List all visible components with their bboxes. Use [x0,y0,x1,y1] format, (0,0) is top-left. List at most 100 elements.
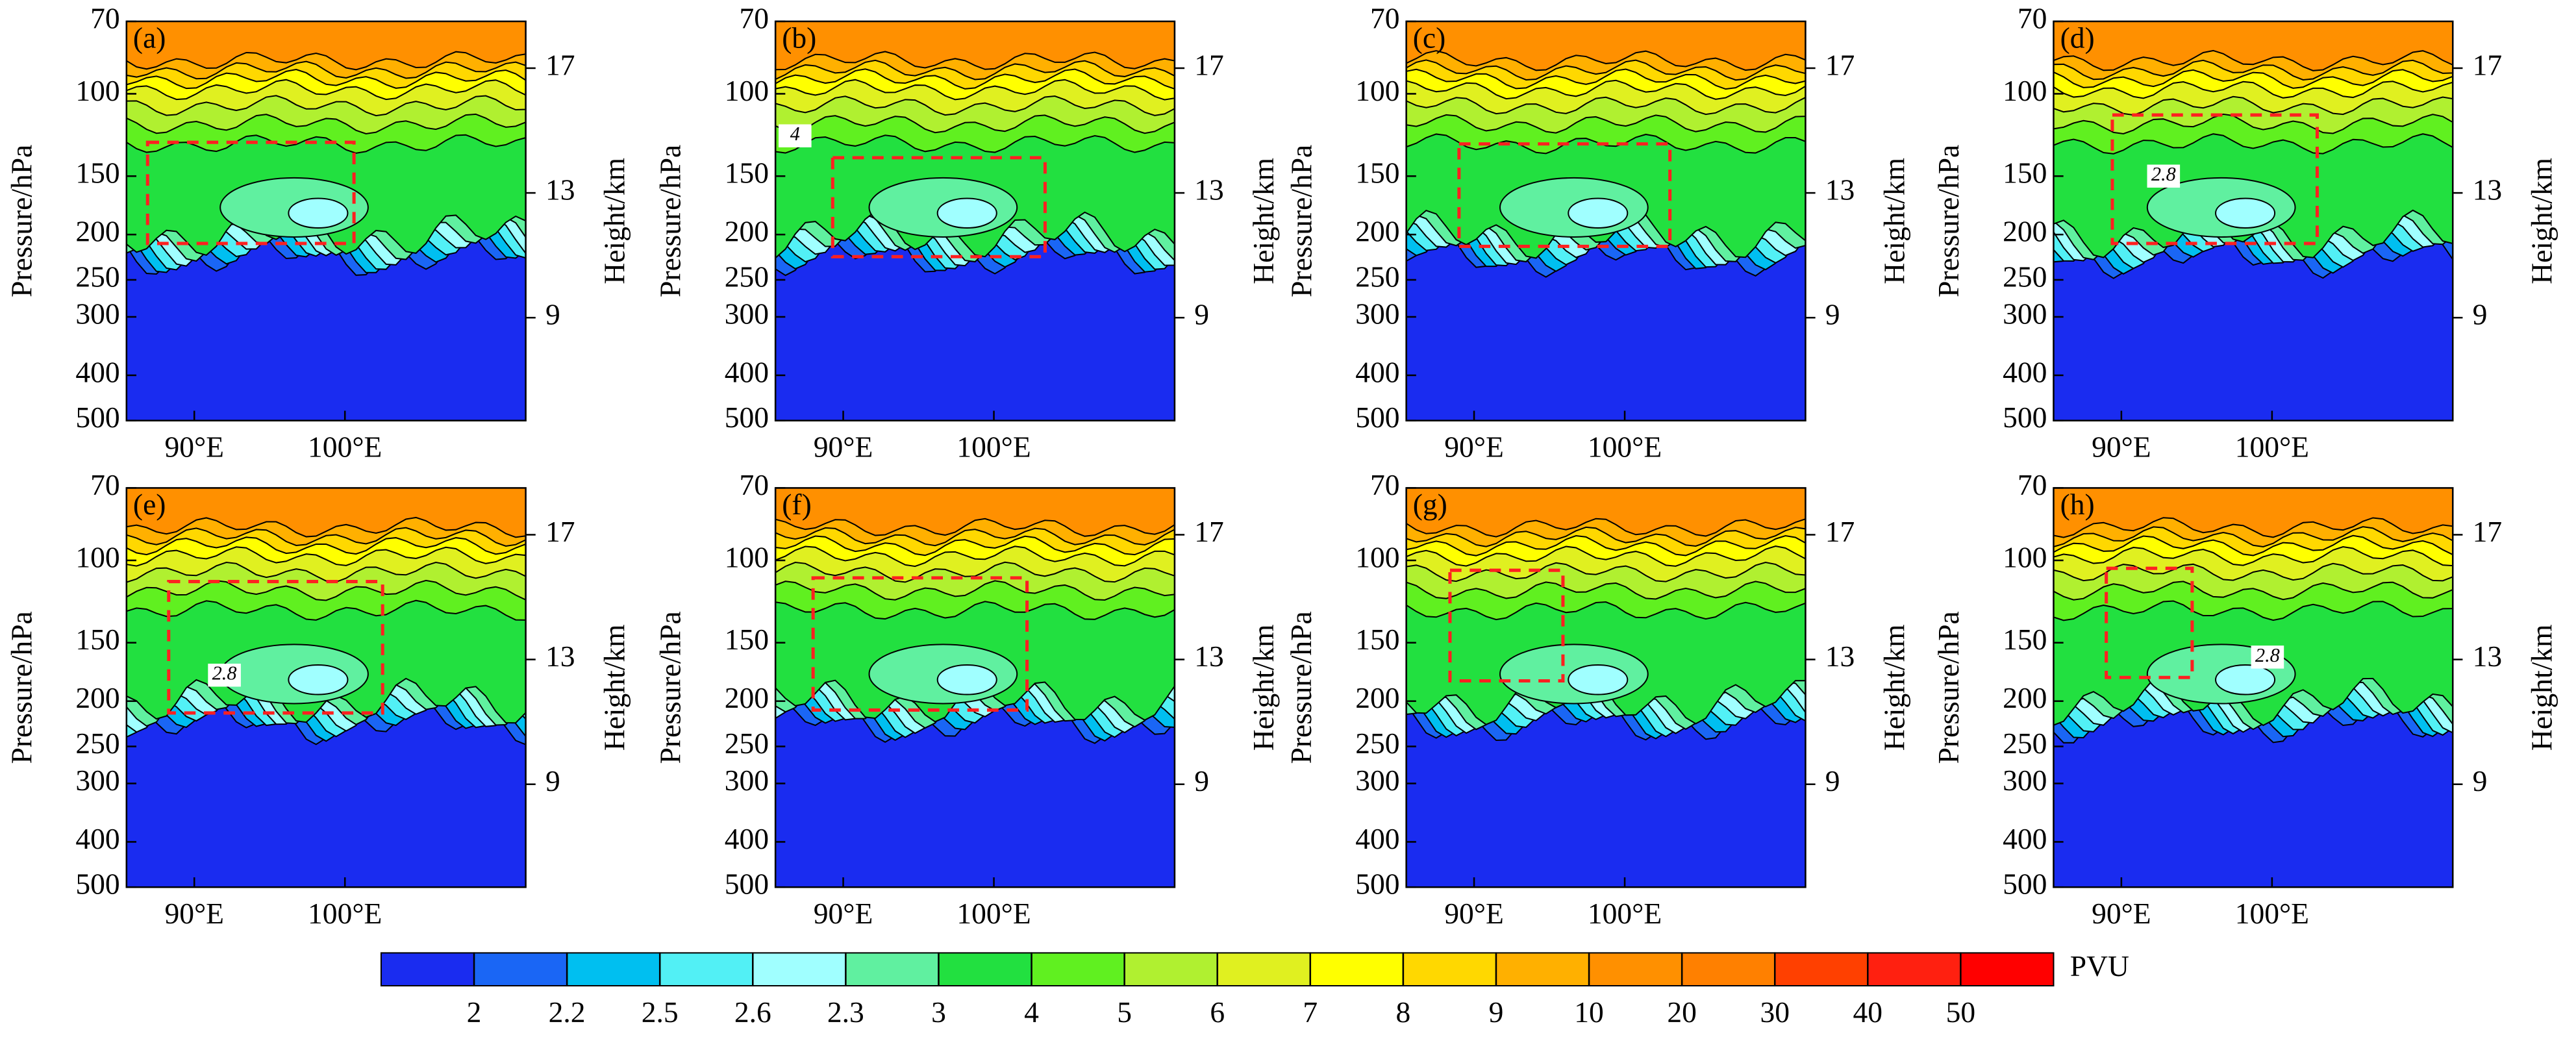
y2-tick-label: 13 [1825,173,1855,207]
contour-band [1406,488,1806,538]
y-axis-title: Pressure/hPa [654,611,687,764]
color-box [659,952,754,987]
annotation-bg [208,664,241,687]
colorbar-label: 7 [1303,995,1318,1029]
color-box [1309,952,1404,987]
y2-tick-label: 9 [1825,298,1840,331]
color-box [1031,952,1125,987]
panel: (c) 70 100 150 200 250 300 400 500 17 13 9 90°E 100°E… [1284,1,1910,463]
y-tick-label: 100 [1355,540,1399,573]
y-tick-label: 70 [90,1,120,34]
y-axis-title: Pressure/hPa [654,145,687,297]
contour-cell [936,664,997,695]
y-tick-label: 250 [75,727,119,760]
y-tick-label: 70 [1370,468,1400,501]
colorbar-label: 8 [1395,995,1410,1029]
highlight-box [2105,566,2194,679]
color-box [845,952,940,987]
panel: 2.8 (e) 70 100 150 200 250 300 400 500 17 13 9 90°E 10… [5,468,631,930]
colorbar-label: 2.6 [734,995,771,1029]
y2-tick-label: 9 [545,298,560,331]
panel-label: (b) [782,21,816,55]
y2-axis-title: Height/km [1878,624,1911,751]
contour-fill [2053,488,2453,888]
y-tick-label: 500 [2003,401,2047,434]
contour-cell [936,197,997,229]
colorbar-label: 2 [467,995,482,1029]
color-box [1774,952,1869,987]
y-tick-label: 100 [725,540,769,573]
y-tick-label: 400 [75,822,119,855]
y2-tick-label: 17 [545,515,575,548]
y-tick-label: 250 [725,260,769,293]
plot-frame [2053,487,2454,888]
contour-cell [2215,664,2276,695]
plot-frame [774,20,1176,421]
x-tick-label: 90°E [164,897,224,930]
color-box [938,952,1032,987]
plot-frame [774,487,1176,888]
x-tick-label: 90°E [1444,431,1504,464]
y-tick-label: 70 [740,1,769,34]
contour-band [126,21,526,71]
color-box [380,952,475,987]
x-tick-label: 90°E [2092,897,2151,930]
contour-band [2053,21,2453,71]
y-tick-label: 200 [2003,681,2047,714]
colorbar-label: 2.5 [642,995,679,1029]
y-tick-label: 200 [75,681,119,714]
y2-tick-label: 13 [2473,640,2503,673]
panel-label: (f) [782,488,811,521]
y-tick-label: 200 [725,681,769,714]
y2-axis-title: Height/km [598,624,631,751]
contour-fill [126,488,526,888]
y-tick-label: 400 [1355,355,1399,388]
y2-tick-label: 13 [1194,640,1224,673]
y-tick-label: 200 [75,215,119,248]
color-box [1588,952,1683,987]
y-tick-label: 200 [1355,681,1399,714]
x-tick-label: 100°E [2235,431,2309,464]
y2-tick-label: 9 [2473,298,2488,331]
colorbar-label: 10 [1574,995,1604,1029]
y-tick-label: 150 [2003,156,2047,190]
colorbar-label: 2.2 [549,995,586,1029]
y-tick-label: 400 [1355,822,1399,855]
y2-axis-title: Height/km [1247,624,1280,751]
y-tick-label: 250 [1355,727,1399,760]
colorbar-label: 6 [1210,995,1225,1029]
y2-tick-label: 17 [1194,48,1224,81]
highlight-box [1457,142,1672,248]
panel-label: (g) [1413,488,1447,521]
y2-tick-label: 17 [545,48,575,81]
highlight-box [2110,113,2319,245]
panel-label: (d) [2060,21,2095,55]
y-tick-label: 500 [1355,868,1399,901]
y-tick-label: 70 [90,468,120,501]
y-tick-label: 70 [1370,1,1400,34]
y2-tick-label: 13 [545,173,575,207]
y-tick-label: 500 [75,401,119,434]
x-tick-label: 100°E [2235,897,2309,930]
plot-frame [1405,20,1807,421]
y2-tick-label: 9 [2473,764,2488,797]
highlight-box [831,156,1047,258]
y-tick-label: 300 [2003,764,2047,797]
highlight-box [811,576,1029,712]
y-tick-label: 300 [1355,297,1399,330]
highlight-box [145,140,356,245]
x-tick-label: 90°E [814,431,873,464]
y2-axis-title: Height/km [1878,158,1911,284]
y-tick-label: 400 [2003,355,2047,388]
y2-tick-label: 17 [2473,515,2503,548]
y-axis-title: Pressure/hPa [1932,611,1965,764]
y-axis-title: Pressure/hPa [5,611,38,764]
x-tick-label: 90°E [2092,431,2151,464]
y-tick-label: 150 [75,156,119,190]
panel-label: (e) [133,488,166,521]
panel-label: (a) [133,21,166,55]
y-tick-label: 300 [75,297,119,330]
y-tick-label: 300 [725,297,769,330]
y-axis-title: Pressure/hPa [1932,145,1965,297]
